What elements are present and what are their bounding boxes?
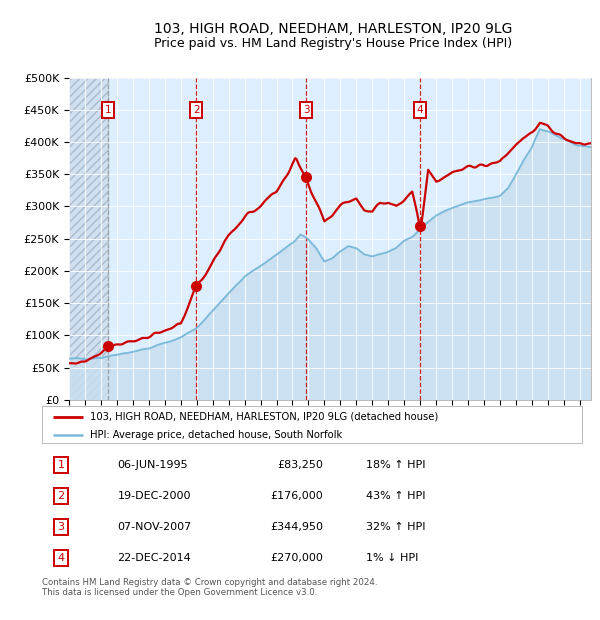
Text: 2: 2: [193, 105, 199, 115]
Text: 3: 3: [58, 522, 64, 532]
Text: £344,950: £344,950: [270, 522, 323, 532]
Text: 2: 2: [58, 491, 64, 501]
Text: £83,250: £83,250: [277, 460, 323, 470]
Text: 18% ↑ HPI: 18% ↑ HPI: [366, 460, 425, 470]
Text: 1: 1: [58, 460, 64, 470]
Text: 103, HIGH ROAD, NEEDHAM, HARLESTON, IP20 9LG: 103, HIGH ROAD, NEEDHAM, HARLESTON, IP20…: [154, 22, 512, 36]
Text: 19-DEC-2000: 19-DEC-2000: [118, 491, 191, 501]
Text: 43% ↑ HPI: 43% ↑ HPI: [366, 491, 425, 501]
Text: £270,000: £270,000: [270, 553, 323, 563]
Text: 1% ↓ HPI: 1% ↓ HPI: [366, 553, 418, 563]
Text: 32% ↑ HPI: 32% ↑ HPI: [366, 522, 425, 532]
Text: 1: 1: [104, 105, 111, 115]
Text: 4: 4: [58, 553, 64, 563]
Text: 103, HIGH ROAD, NEEDHAM, HARLESTON, IP20 9LG (detached house): 103, HIGH ROAD, NEEDHAM, HARLESTON, IP20…: [89, 412, 438, 422]
Text: HPI: Average price, detached house, South Norfolk: HPI: Average price, detached house, Sout…: [89, 430, 342, 440]
Text: Contains HM Land Registry data © Crown copyright and database right 2024.
This d: Contains HM Land Registry data © Crown c…: [42, 578, 377, 597]
Text: 3: 3: [302, 105, 310, 115]
Text: Price paid vs. HM Land Registry's House Price Index (HPI): Price paid vs. HM Land Registry's House …: [154, 37, 512, 50]
Text: £176,000: £176,000: [270, 491, 323, 501]
Text: 07-NOV-2007: 07-NOV-2007: [118, 522, 192, 532]
Text: 22-DEC-2014: 22-DEC-2014: [118, 553, 191, 563]
Text: 06-JUN-1995: 06-JUN-1995: [118, 460, 188, 470]
Text: 4: 4: [416, 105, 423, 115]
